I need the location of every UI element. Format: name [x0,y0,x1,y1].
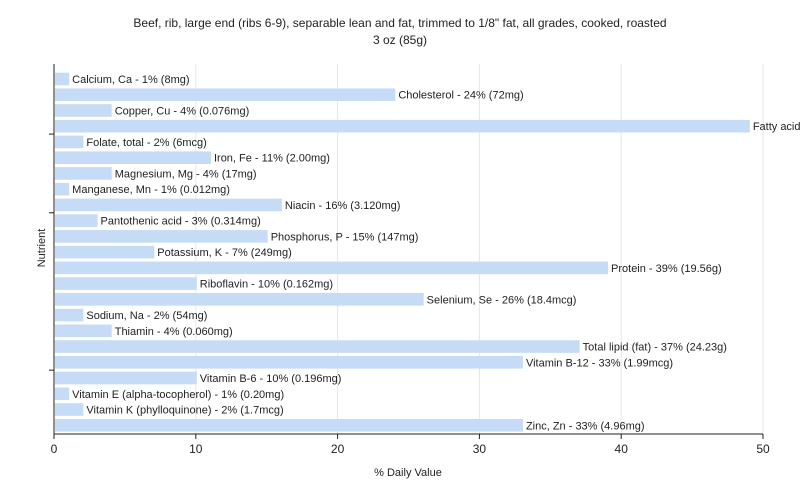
bar-label-15: Sodium, Na - 2% (54mg) [86,310,207,322]
bar-6 [55,167,112,180]
bar-label-16: Thiamin - 4% (0.060mg) [115,326,233,338]
bar-21 [55,403,84,416]
bar-19 [55,371,197,385]
x-tick-label-5: 50 [756,442,770,456]
bar-14 [55,293,424,306]
bar-label-13: Riboflavin - 10% (0.162mg) [200,279,333,291]
bar-label-4: Folate, total - 2% (6mcg) [86,137,206,149]
bar-18 [55,356,523,369]
bar-11 [55,245,155,259]
bar-label-21: Vitamin K (phylloquinone) - 2% (1.7mcg) [86,405,283,417]
bar-label-2: Copper, Cu - 4% (0.076mg) [115,105,250,117]
y-axis-label: Nutrient [36,229,48,268]
bar-label-19: Vitamin B-6 - 10% (0.196mg) [200,373,342,385]
bar-10 [55,230,268,243]
x-tick-label-0: 0 [51,442,58,456]
bar-label-12: Protein - 39% (19.56g) [611,263,722,275]
bar-label-3: Fatty acids, total saturated - 49% (9.77… [753,121,800,133]
bar-label-1: Cholesterol - 24% (72mg) [398,90,523,102]
bar-5 [55,151,211,164]
x-tick-label-3: 30 [473,442,487,456]
bar-12 [55,261,609,275]
axes: 0 10 20 30 40 50 [49,64,770,456]
bar-label-14: Selenium, Se - 26% (18.4mcg) [427,294,577,306]
bar-label-22: Zinc, Zn - 33% (4.96mg) [526,420,645,432]
bar-label-10: Phosphorus, P - 15% (147mg) [271,231,419,243]
bars: Calcium, Ca - 1% (8mg) Cholesterol - 24% … [55,72,800,432]
bar-label-17: Total lipid (fat) - 37% (24.23g) [583,342,727,354]
bar-1 [55,88,396,102]
bar-label-7: Manganese, Mn - 1% (0.012mg) [72,184,230,196]
bar-16 [55,324,112,338]
bar-label-5: Iron, Fe - 11% (2.00mg) [214,153,330,165]
chart-subtitle: 3 oz (85g) [373,33,427,47]
bar-label-11: Potassium, K - 7% (249mg) [157,247,292,259]
bar-label-9: Pantothenic acid - 3% (0.314mg) [101,216,261,228]
bar-7 [55,182,70,196]
bar-13 [55,277,197,290]
bar-3 [55,119,750,133]
bar-20 [55,387,70,401]
x-tick-label-2: 20 [331,442,345,456]
x-tick-label-4: 40 [615,442,629,456]
bar-17 [55,340,580,353]
bar-8 [55,198,282,212]
bar-22 [55,418,523,432]
bar-15 [55,308,84,322]
bar-0 [55,72,70,86]
x-axis-label: % Daily Value [374,467,442,479]
bar-label-20: Vitamin E (alpha-tocopherol) - 1% (0.20m… [72,389,284,401]
bar-2 [55,104,112,117]
x-tick-label-1: 10 [189,442,203,456]
bar-9 [55,214,98,227]
bar-label-0: Calcium, Ca - 1% (8mg) [72,74,189,86]
bar-label-6: Magnesium, Mg - 4% (17mg) [115,168,257,180]
bar-label-18: Vitamin B-12 - 33% (1.99mcg) [526,357,673,369]
bar-label-8: Niacin - 16% (3.120mg) [285,200,401,212]
bar-4 [55,135,84,149]
chart-title: Beef, rib, large end (ribs 6-9), separab… [133,16,666,30]
